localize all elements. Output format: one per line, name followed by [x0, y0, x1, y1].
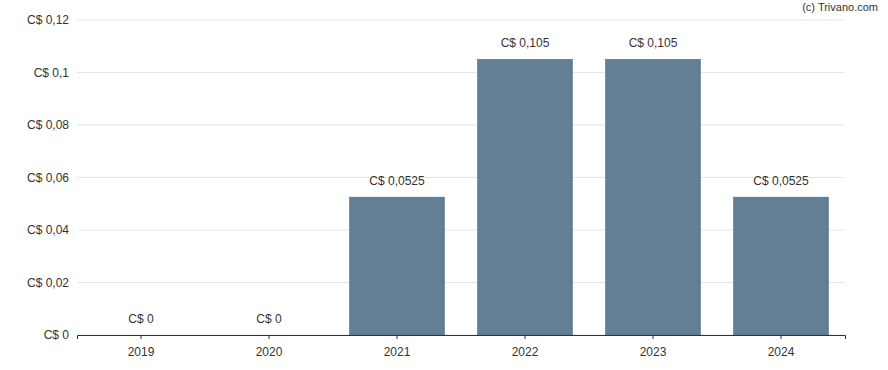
data-label: C$ 0,105 — [629, 36, 678, 50]
grid-line — [77, 230, 845, 231]
y-tick: C$ 0,02 — [27, 276, 77, 290]
chart: C$ 0 C$ 0,02 C$ 0,04 C$ 0,06 C$ 0,08 C$ 0,1 C$… — [0, 0, 888, 370]
data-labels: C$ 0 C$ 0 C$ 0,0525 C$ 0,105 C$ 0,105 C$ 0,05… — [128, 36, 809, 326]
x-tick-mark — [269, 335, 270, 339]
y-axis-line — [77, 21, 78, 336]
y-tick-label: C$ 0,02 — [27, 276, 69, 290]
bar — [734, 197, 829, 335]
x-tick-label: 2019 — [128, 345, 155, 359]
y-tick: C$ 0,04 — [27, 223, 77, 237]
grid-line — [77, 72, 845, 73]
bar — [478, 59, 573, 335]
y-tick-label: C$ 0,08 — [27, 118, 69, 132]
y-axis: C$ 0 C$ 0,02 C$ 0,04 C$ 0,06 C$ 0,08 C$ 0,1 C$… — [27, 13, 78, 342]
bar — [94, 335, 189, 336]
x-tick: 2024 — [768, 335, 795, 359]
grid-line — [77, 282, 845, 283]
bar — [606, 59, 701, 335]
grid-line — [77, 125, 845, 126]
x-axis-line — [78, 336, 846, 340]
grid-line — [77, 177, 845, 178]
x-tick: 2021 — [384, 335, 411, 359]
x-tick-mark — [781, 335, 782, 339]
bar — [222, 335, 317, 336]
plot: C$ 0 C$ 0,02 C$ 0,04 C$ 0,06 C$ 0,08 C$ 0,1 C$… — [27, 13, 846, 358]
x-tick-label: 2020 — [256, 345, 283, 359]
bars — [350, 59, 829, 335]
y-tick-label: C$ 0,1 — [34, 66, 70, 80]
data-label: C$ 0,105 — [501, 36, 550, 50]
credit: (c) Trivano.com — [802, 1, 878, 13]
data-label: C$ 0 — [256, 312, 282, 326]
x-tick-label: 2022 — [512, 345, 539, 359]
y-tick: C$ 0 — [44, 328, 77, 342]
x-tick: 2022 — [512, 335, 539, 359]
x-tick-label: 2023 — [640, 345, 667, 359]
data-label: C$ 0,0525 — [753, 174, 809, 188]
y-tick-label: C$ 0,06 — [27, 171, 69, 185]
y-tick-label: C$ 0,04 — [27, 223, 69, 237]
y-tick-label: C$ 0 — [44, 328, 70, 342]
data-label: C$ 0,0525 — [369, 174, 425, 188]
x-tick: 2020 — [256, 335, 283, 359]
x-tick-mark — [397, 335, 398, 339]
grid — [77, 20, 845, 335]
x-axis: 2019 2020 2021 2022 2023 2024 — [78, 335, 846, 359]
y-tick: C$ 0,06 — [27, 171, 77, 185]
x-tick-label: 2024 — [768, 345, 795, 359]
x-tick: 2019 — [128, 335, 155, 359]
y-tick-label: C$ 0,12 — [27, 13, 69, 27]
y-tick: C$ 0,1 — [34, 66, 77, 80]
grid-line — [77, 20, 845, 21]
data-label: C$ 0 — [128, 312, 154, 326]
x-tick-mark — [653, 335, 654, 339]
bar — [350, 197, 445, 335]
x-tick-label: 2021 — [384, 345, 411, 359]
y-tick: C$ 0,08 — [27, 118, 77, 132]
x-tick-mark — [525, 335, 526, 339]
x-tick: 2023 — [640, 335, 667, 359]
x-tick-mark — [141, 335, 142, 339]
y-tick: C$ 0,12 — [27, 13, 77, 27]
